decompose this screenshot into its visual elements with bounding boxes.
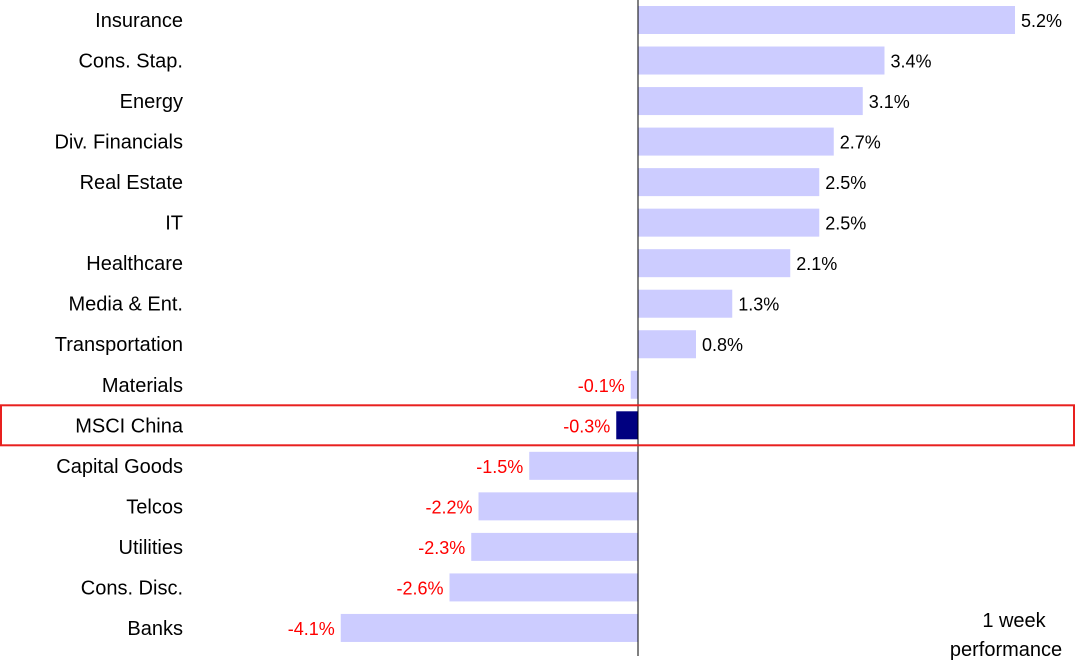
bar-real-estate (638, 168, 820, 197)
category-label-energy: Energy (120, 91, 183, 113)
value-label-materials: -0.1% (578, 376, 625, 396)
bar-cons-stap (638, 46, 885, 75)
category-label-capital-goods: Capital Goods (56, 456, 183, 478)
category-label-healthcare: Healthcare (86, 253, 183, 275)
category-label-it: IT (165, 213, 183, 235)
bar-energy (638, 87, 863, 116)
labels-layer: Insurance 5.2% Cons. Stap. 3.4% Energy 3.1% Di… (54, 10, 1062, 640)
bar-telcos (478, 492, 638, 521)
category-label-materials: Materials (102, 375, 183, 397)
category-label-cons-disc: Cons. Disc. (81, 577, 183, 599)
bar-insurance (638, 6, 1015, 34)
category-label-banks: Banks (127, 618, 183, 640)
bar-transportation (638, 330, 696, 359)
bar-healthcare (638, 249, 791, 278)
category-label-msci-china: MSCI China (75, 415, 184, 437)
bar-materials (630, 370, 638, 399)
value-label-media-and-ent: 1.3% (738, 295, 779, 315)
category-label-telcos: Telcos (126, 496, 183, 518)
value-label-capital-goods: -1.5% (476, 457, 523, 477)
bar-media-and-ent (638, 289, 733, 318)
category-label-insurance: Insurance (95, 10, 183, 32)
value-label-energy: 3.1% (869, 92, 910, 112)
bar-it (638, 208, 820, 237)
value-label-utilities: -2.3% (418, 538, 465, 558)
value-label-it: 2.5% (825, 214, 866, 234)
value-label-banks: -4.1% (288, 619, 335, 639)
bar-msci-china (616, 411, 638, 440)
value-label-insurance: 5.2% (1021, 11, 1062, 31)
value-label-telcos: -2.2% (425, 497, 472, 517)
bars-layer (340, 6, 1015, 642)
category-label-cons-stap: Cons. Stap. (78, 51, 183, 73)
bar-cons-disc (449, 573, 638, 602)
category-label-div-financials: Div. Financials (54, 132, 183, 154)
value-label-cons-stap: 3.4% (891, 52, 932, 72)
msci-china-highlight-box (0, 404, 1075, 447)
category-label-media-and-ent: Media & Ent. (68, 294, 183, 316)
bar-utilities (471, 532, 638, 561)
bar-div-financials (638, 127, 834, 156)
value-label-cons-disc: -2.6% (396, 578, 443, 598)
category-label-utilities: Utilities (119, 537, 183, 559)
value-label-msci-china: -0.3% (563, 416, 610, 436)
category-label-real-estate: Real Estate (80, 172, 183, 194)
annotation-line-1: 1 week (982, 610, 1046, 632)
value-label-transportation: 0.8% (702, 335, 743, 355)
bar-capital-goods (529, 451, 638, 480)
bar-banks (340, 613, 638, 642)
value-label-real-estate: 2.5% (825, 173, 866, 193)
value-label-healthcare: 2.1% (796, 254, 837, 274)
category-label-transportation: Transportation (55, 334, 183, 356)
value-label-div-financials: 2.7% (840, 133, 881, 153)
annotation-line-2: performance (950, 639, 1062, 661)
